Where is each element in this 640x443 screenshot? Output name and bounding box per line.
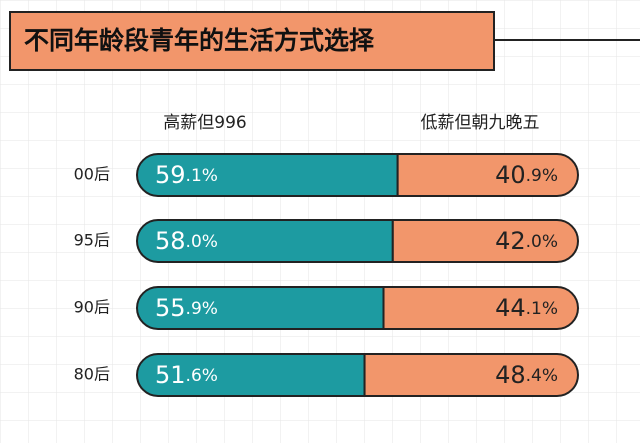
bar-outline [136, 353, 579, 397]
bar-row [137, 154, 578, 196]
value-label: 42.0% [495, 227, 558, 255]
bar-outline [136, 219, 579, 263]
bar-segment [391, 220, 578, 262]
value-label: 40.9% [495, 161, 558, 189]
bar-segment [382, 287, 578, 329]
bar-row [137, 220, 578, 262]
category-label: 00后 [74, 165, 110, 184]
legend-label: 低薪但朝九晚五 [421, 113, 540, 133]
category-label: 95后 [74, 231, 110, 250]
value-label: 51.6% [155, 361, 218, 389]
chart-title: 不同年龄段青年的生活方式选择 [24, 26, 375, 55]
bar-row [137, 354, 578, 396]
bar-segment [363, 354, 578, 396]
bar-segment [396, 154, 578, 196]
value-label: 55.9% [155, 294, 218, 322]
bar-outline [136, 153, 579, 197]
value-label: 44.1% [495, 294, 558, 322]
bar-outline [136, 286, 579, 330]
legend-label: 高薪但996 [163, 113, 246, 133]
bar-segment [137, 154, 399, 196]
value-label: 59.1% [155, 161, 218, 189]
title-box [9, 11, 495, 71]
category-label: 90后 [74, 298, 110, 317]
category-label: 80后 [74, 365, 110, 384]
value-label: 48.4% [495, 361, 558, 389]
value-label: 58.0% [155, 227, 218, 255]
bar-row [137, 287, 578, 329]
